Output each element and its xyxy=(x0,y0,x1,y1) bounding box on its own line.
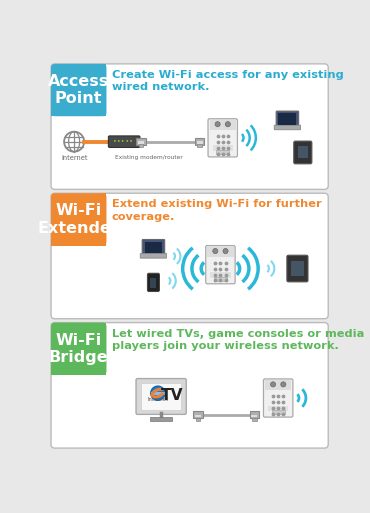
FancyBboxPatch shape xyxy=(294,141,312,164)
FancyBboxPatch shape xyxy=(147,273,159,291)
Circle shape xyxy=(223,248,228,253)
FancyBboxPatch shape xyxy=(287,255,308,282)
Text: Let wired TVs, game consoles or media
players join your wireless network.: Let wired TVs, game consoles or media pl… xyxy=(112,329,364,351)
Bar xyxy=(291,261,304,277)
Circle shape xyxy=(114,140,116,142)
Circle shape xyxy=(213,248,218,253)
FancyBboxPatch shape xyxy=(51,323,107,375)
Circle shape xyxy=(281,382,286,387)
Bar xyxy=(214,277,227,281)
Text: Create Wi-Fi access for any existing
wired network.: Create Wi-Fi access for any existing wir… xyxy=(112,70,344,92)
Text: Extend existing Wi-Fi for further
coverage.: Extend existing Wi-Fi for further covera… xyxy=(112,200,322,222)
Text: Existing modem/router: Existing modem/router xyxy=(115,155,183,160)
Text: Internet: Internet xyxy=(147,397,168,402)
Bar xyxy=(51,112,107,116)
Circle shape xyxy=(225,122,231,127)
Bar xyxy=(196,141,203,144)
FancyBboxPatch shape xyxy=(206,246,235,284)
Circle shape xyxy=(122,140,124,142)
Bar xyxy=(210,272,231,278)
Text: Wi-Fi
Extender: Wi-Fi Extender xyxy=(38,203,120,235)
Text: Wi-Fi
Bridge: Wi-Fi Bridge xyxy=(49,332,108,365)
Circle shape xyxy=(130,140,132,142)
Bar xyxy=(213,145,233,151)
Bar xyxy=(100,193,107,246)
Bar xyxy=(150,417,172,421)
Bar xyxy=(51,370,107,375)
Bar xyxy=(196,418,201,421)
Bar xyxy=(141,383,181,409)
Bar xyxy=(216,150,229,154)
Bar xyxy=(209,120,236,130)
Bar xyxy=(250,411,259,419)
Bar xyxy=(138,141,144,144)
Bar xyxy=(137,138,146,145)
FancyBboxPatch shape xyxy=(140,253,166,258)
Bar xyxy=(252,418,257,421)
FancyBboxPatch shape xyxy=(51,193,328,319)
Circle shape xyxy=(118,140,120,142)
FancyBboxPatch shape xyxy=(51,193,107,246)
Bar xyxy=(297,147,308,159)
Bar xyxy=(272,410,285,414)
FancyBboxPatch shape xyxy=(51,64,328,189)
Text: Internet: Internet xyxy=(61,155,87,161)
FancyBboxPatch shape xyxy=(136,379,186,415)
Bar xyxy=(195,138,204,145)
Bar xyxy=(197,144,202,147)
Bar xyxy=(51,241,107,246)
Bar xyxy=(195,415,201,417)
Circle shape xyxy=(151,386,165,401)
Bar xyxy=(268,406,288,411)
Bar xyxy=(139,144,144,147)
FancyBboxPatch shape xyxy=(142,240,165,255)
FancyBboxPatch shape xyxy=(51,323,328,448)
Bar xyxy=(151,391,165,395)
Bar xyxy=(279,113,296,125)
Circle shape xyxy=(215,122,220,127)
FancyBboxPatch shape xyxy=(274,125,300,130)
Bar xyxy=(251,415,258,417)
Circle shape xyxy=(126,140,128,142)
FancyBboxPatch shape xyxy=(108,136,140,147)
FancyBboxPatch shape xyxy=(208,119,238,157)
FancyBboxPatch shape xyxy=(276,111,299,127)
Bar xyxy=(265,381,291,390)
Text: Access
Point: Access Point xyxy=(48,74,110,106)
Bar xyxy=(100,64,107,116)
FancyBboxPatch shape xyxy=(263,379,293,417)
Bar xyxy=(145,242,162,253)
Text: TV: TV xyxy=(161,388,184,403)
Bar xyxy=(207,247,233,257)
Bar xyxy=(151,278,157,288)
FancyBboxPatch shape xyxy=(51,64,107,116)
Bar xyxy=(100,323,107,375)
Circle shape xyxy=(270,382,276,387)
Bar xyxy=(194,411,203,419)
